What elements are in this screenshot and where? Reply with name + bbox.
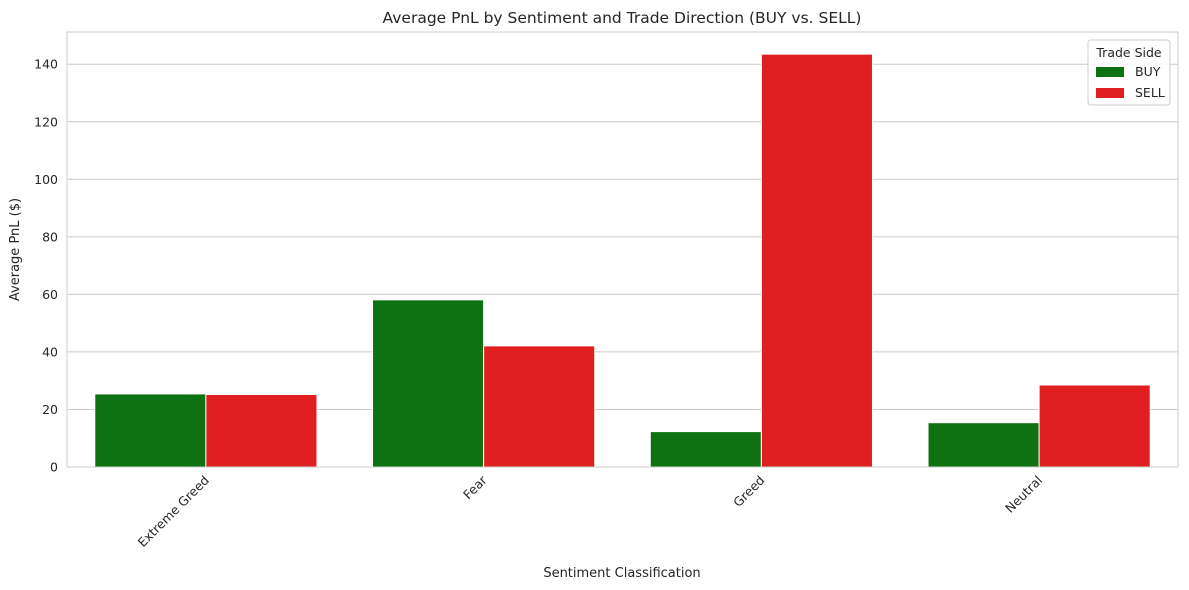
bar-buy bbox=[649, 431, 762, 468]
y-tick-label: 0 bbox=[50, 460, 58, 475]
y-tick-label: 40 bbox=[42, 344, 58, 359]
x-tick-labels: Extreme Greed Fear Greed Neutral bbox=[135, 472, 1046, 550]
x-tick-label: Fear bbox=[460, 472, 490, 502]
bars bbox=[94, 53, 1151, 468]
gridlines bbox=[67, 63, 1178, 410]
legend-title: Trade Side bbox=[1095, 45, 1162, 60]
x-tick-label: Greed bbox=[730, 473, 767, 510]
bar-buy bbox=[372, 299, 485, 468]
x-tick-label: Extreme Greed bbox=[135, 473, 212, 550]
legend-label-sell: SELL bbox=[1135, 85, 1165, 100]
chart-title: Average PnL by Sentiment and Trade Direc… bbox=[383, 9, 862, 27]
legend-swatch-sell bbox=[1096, 88, 1124, 98]
y-tick-label: 80 bbox=[42, 229, 58, 244]
y-tick-label: 60 bbox=[42, 287, 58, 302]
y-tick-label: 120 bbox=[34, 114, 58, 129]
plot-frame bbox=[66, 31, 1179, 468]
y-tick-labels: 0 20 40 60 80 100 120 140 bbox=[34, 57, 58, 475]
bar-sell bbox=[205, 394, 318, 468]
x-axis-title: Sentiment Classification bbox=[543, 566, 700, 581]
legend-swatch-buy bbox=[1096, 67, 1124, 77]
y-axis-title: Average PnL ($) bbox=[8, 198, 23, 301]
y-tick-label: 20 bbox=[42, 402, 58, 417]
y-tick-label: 140 bbox=[34, 57, 58, 72]
x-tick-label: Neutral bbox=[1002, 473, 1045, 516]
legend-items: BUY SELL bbox=[1096, 64, 1165, 100]
bar-sell bbox=[1038, 384, 1151, 468]
bar-sell bbox=[483, 345, 596, 468]
legend: Trade Side BUY SELL bbox=[1087, 39, 1171, 106]
bar-sell bbox=[760, 53, 873, 468]
bar-buy bbox=[927, 422, 1040, 468]
legend-label-buy: BUY bbox=[1135, 64, 1161, 79]
bar-buy bbox=[94, 393, 207, 468]
y-tick-label: 100 bbox=[34, 172, 58, 187]
